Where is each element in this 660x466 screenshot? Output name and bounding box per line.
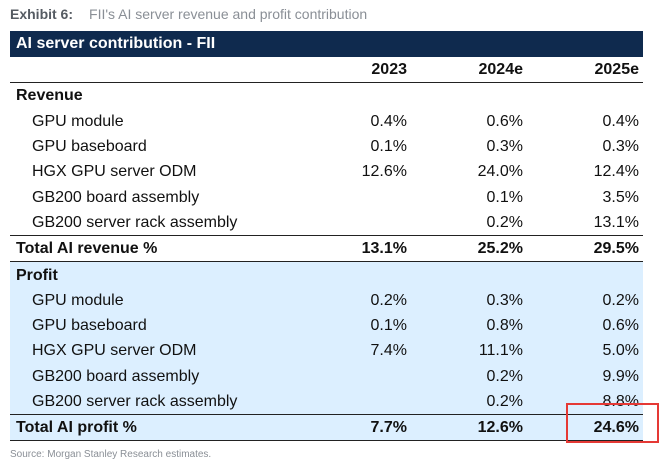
section-heading-revenue: Revenue bbox=[10, 83, 643, 109]
row-label: GB200 board assembly bbox=[10, 363, 310, 389]
cell-value: 0.3% bbox=[602, 138, 639, 156]
table-title: AI server contribution - FII bbox=[10, 31, 643, 57]
cell-value bbox=[310, 363, 411, 389]
cell-value: 25.2% bbox=[411, 235, 527, 263]
cell-value: 13.1% bbox=[310, 235, 411, 263]
header-row: 2023 2024e 2025e bbox=[10, 57, 643, 84]
cell-value: 11.1% bbox=[411, 338, 527, 364]
cell-value: 0.1% bbox=[486, 188, 523, 206]
cell-value: 0.1% bbox=[310, 312, 411, 339]
contribution-table: 2023 2024e 2025e Revenue GPU module 0.4%… bbox=[10, 57, 643, 442]
row-label: GPU baseboard bbox=[32, 138, 147, 156]
cell-value: 0.6% bbox=[486, 112, 523, 130]
row-label: HGX GPU server ODM bbox=[32, 163, 197, 181]
cell-value: 13.1% bbox=[593, 213, 639, 231]
cell-value: 0.3% bbox=[486, 138, 523, 156]
table-row: GPU baseboard 0.1% 0.8% 0.6% bbox=[10, 312, 643, 339]
cell-value: 8.8% bbox=[527, 388, 643, 415]
cell-value: 29.5% bbox=[527, 235, 643, 263]
table-row: GPU module 0.2% 0.3% 0.2% bbox=[10, 287, 643, 313]
cell-value: 0.1% bbox=[370, 138, 407, 156]
row-label: Total AI revenue % bbox=[10, 235, 310, 263]
cell-value bbox=[310, 388, 411, 415]
cell-value: 0.2% bbox=[486, 213, 523, 231]
exhibit-caption: Exhibit 6: FII's AI server revenue and pr… bbox=[10, 4, 367, 24]
column-header: 2023 bbox=[310, 57, 411, 84]
column-header: 2024e bbox=[411, 57, 527, 84]
table-row: GB200 server rack assembly 0.2% 8.8% bbox=[10, 388, 643, 415]
header-blank bbox=[10, 57, 310, 84]
cell-value: 24.6% bbox=[527, 414, 643, 442]
source-note: Source: Morgan Stanley Research estimate… bbox=[10, 449, 212, 460]
row-label: GPU module bbox=[32, 112, 124, 130]
table-row: GPU module 0.4% 0.6% 0.4% bbox=[10, 109, 643, 134]
cell-value: 0.2% bbox=[527, 287, 643, 313]
cell-value: 0.2% bbox=[411, 388, 527, 415]
cell-value: 5.0% bbox=[527, 338, 643, 364]
cell-value: 24.0% bbox=[477, 163, 523, 181]
total-row-profit: Total AI profit % 7.7% 12.6% 24.6% bbox=[10, 414, 643, 442]
row-label: GPU baseboard bbox=[10, 312, 310, 339]
cell-value: 0.2% bbox=[310, 287, 411, 313]
cell-value: 0.3% bbox=[411, 287, 527, 313]
section-heading-profit: Profit bbox=[10, 261, 643, 288]
cell-value: 12.6% bbox=[411, 414, 527, 442]
row-label: GB200 board assembly bbox=[32, 188, 200, 206]
cell-value bbox=[310, 210, 411, 236]
table-row: GPU baseboard 0.1% 0.3% 0.3% bbox=[10, 134, 643, 159]
table-row: GB200 board assembly 0.1% 3.5% bbox=[10, 184, 643, 209]
cell-value bbox=[310, 184, 411, 209]
cell-value: 7.4% bbox=[310, 338, 411, 364]
table-row: GB200 board assembly 0.2% 9.9% bbox=[10, 363, 643, 389]
cell-value: 3.5% bbox=[602, 188, 639, 206]
section-label: Revenue bbox=[16, 87, 83, 105]
exhibit-title: FII's AI server revenue and profit contr… bbox=[89, 6, 368, 22]
row-label: HGX GPU server ODM bbox=[10, 338, 310, 364]
cell-value: 9.9% bbox=[527, 363, 643, 389]
section-label: Profit bbox=[10, 261, 643, 288]
cell-value: 12.6% bbox=[361, 163, 407, 181]
cell-value: 7.7% bbox=[310, 414, 411, 442]
cell-value: 0.8% bbox=[411, 312, 527, 339]
profit-section: Profit GPU module 0.2% 0.3% 0.2% GPU bas… bbox=[10, 261, 643, 442]
row-label: GB200 server rack assembly bbox=[10, 388, 310, 415]
column-header: 2025e bbox=[527, 57, 643, 84]
row-label: GPU module bbox=[10, 287, 310, 313]
row-label: GB200 server rack assembly bbox=[32, 213, 238, 231]
exhibit-number: Exhibit 6: bbox=[10, 6, 74, 22]
total-row-revenue: Total AI revenue % 13.1% 25.2% 29.5% bbox=[10, 235, 643, 263]
cell-value: 0.4% bbox=[602, 112, 639, 130]
highlight-box bbox=[566, 403, 659, 443]
row-label: Total AI profit % bbox=[10, 414, 310, 442]
cell-value: 0.2% bbox=[411, 363, 527, 389]
cell-value: 12.4% bbox=[593, 163, 639, 181]
table-row: HGX GPU server ODM 12.6% 24.0% 12.4% bbox=[10, 159, 643, 184]
cell-value: 0.6% bbox=[527, 312, 643, 339]
table-row: HGX GPU server ODM 7.4% 11.1% 5.0% bbox=[10, 338, 643, 364]
table-row: GB200 server rack assembly 0.2% 13.1% bbox=[10, 210, 643, 236]
cell-value: 0.4% bbox=[370, 112, 407, 130]
